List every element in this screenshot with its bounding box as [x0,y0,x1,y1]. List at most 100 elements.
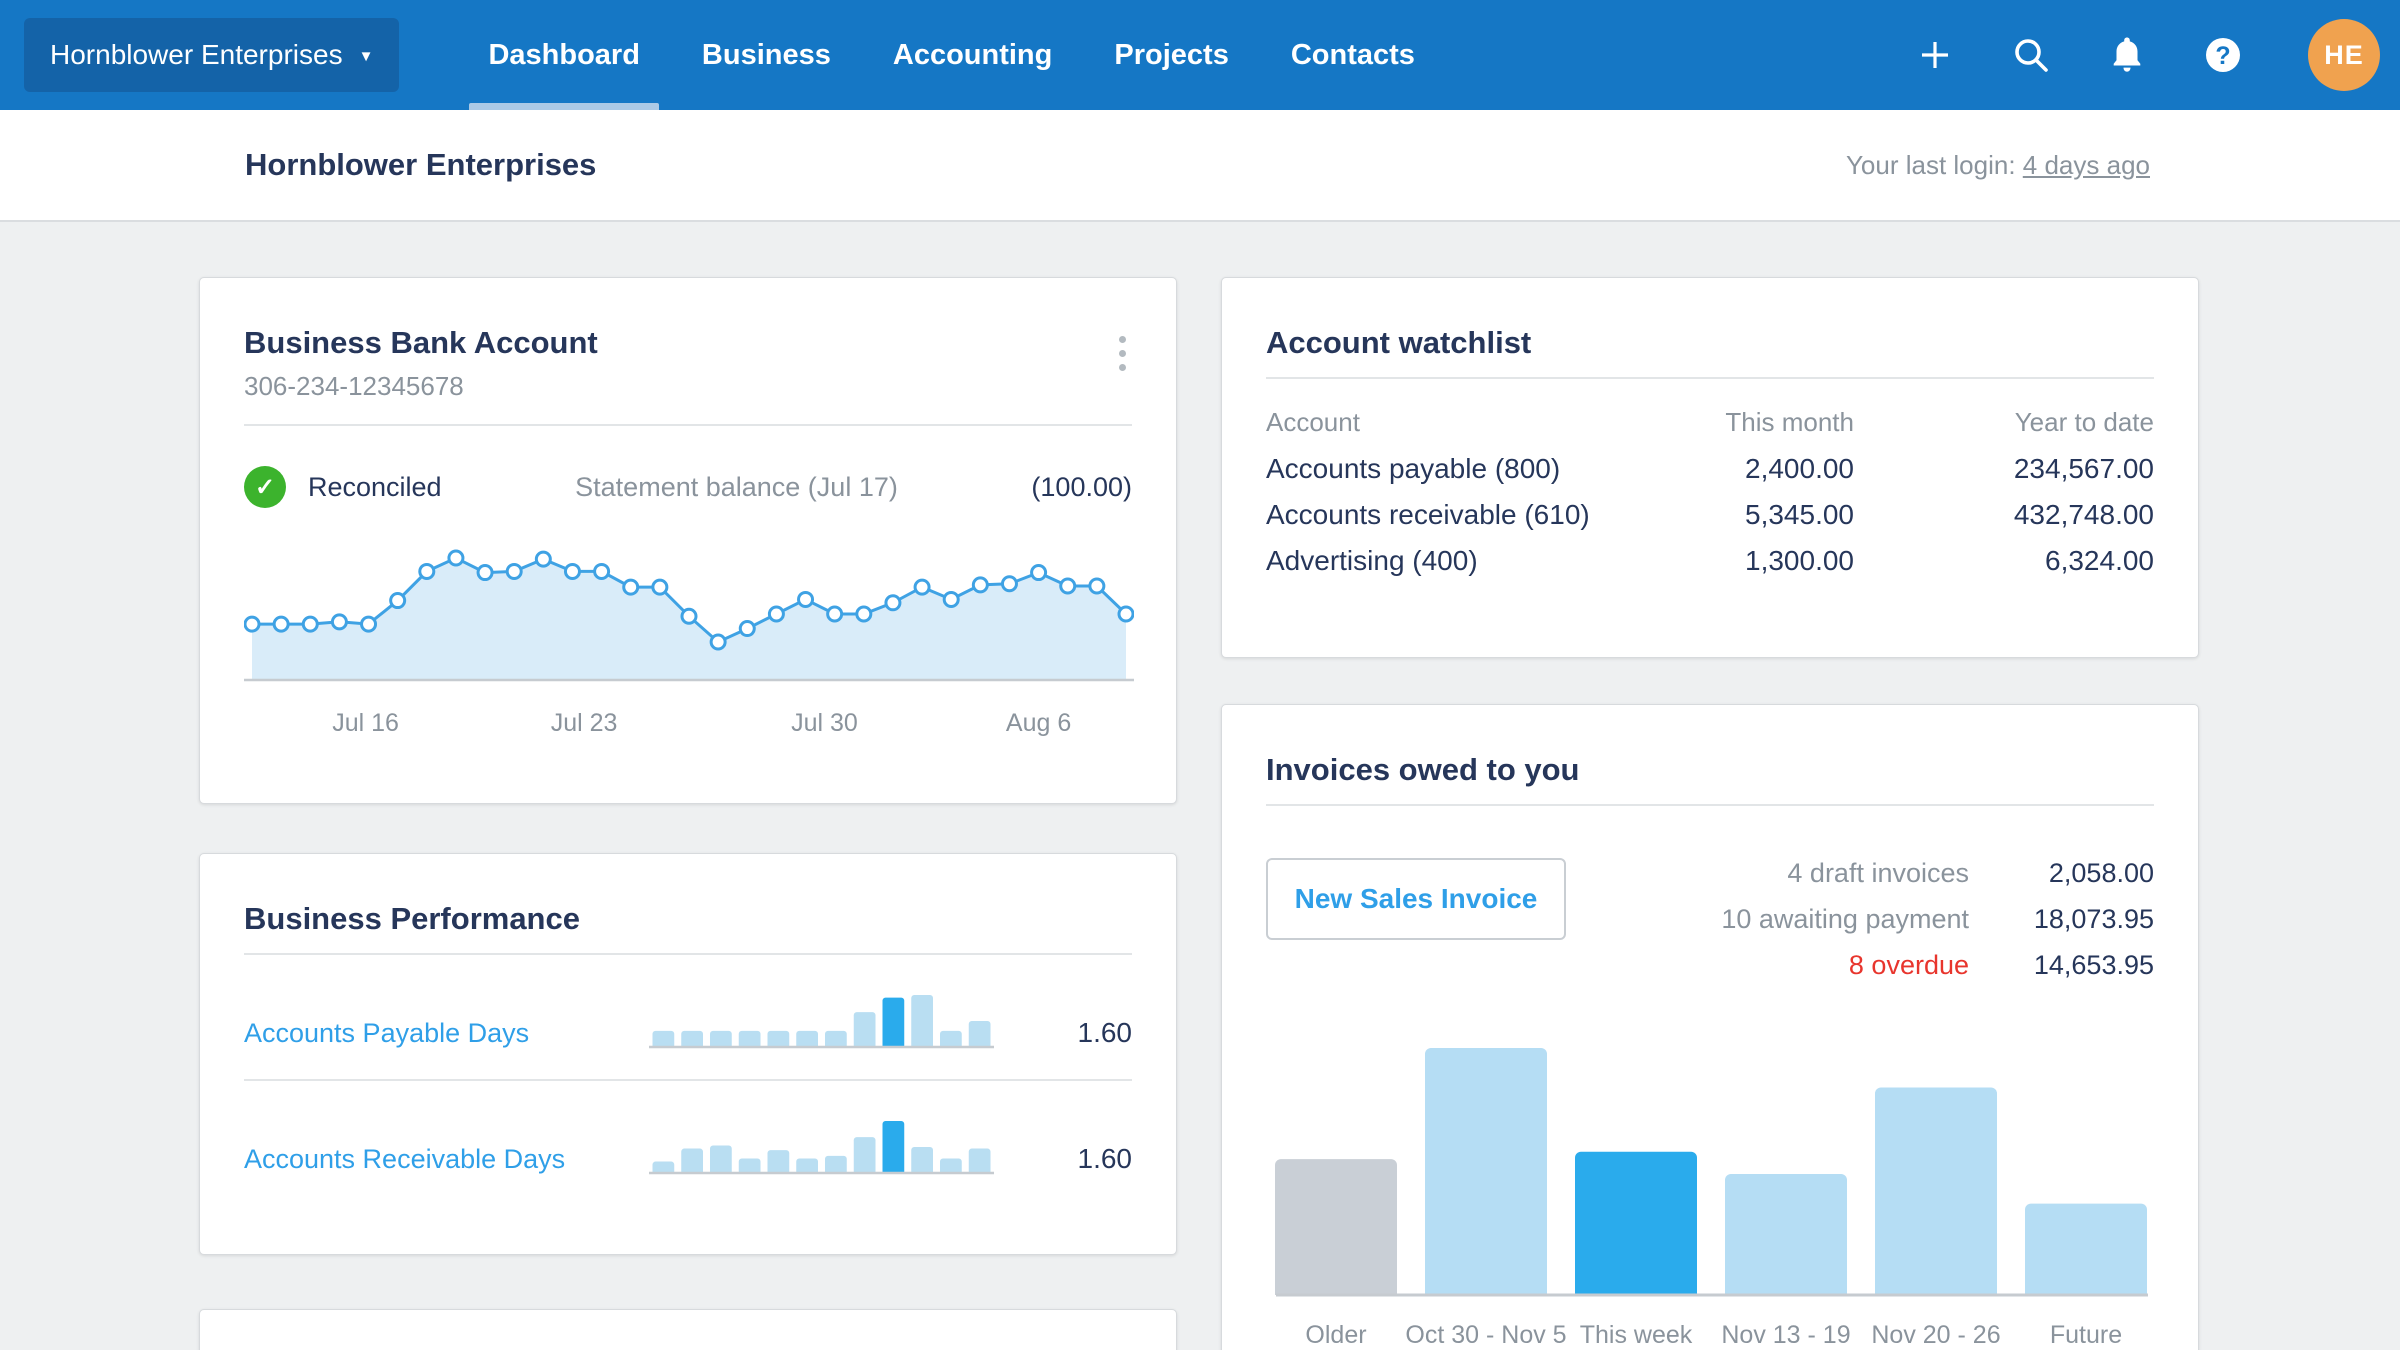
svg-text:?: ? [2215,42,2230,70]
new-sales-invoice-button[interactable]: New Sales Invoice [1266,858,1566,940]
invoices-summary: New Sales Invoice 4 draft invoices 2,058… [1266,858,2154,981]
accounts-receivable-days-value: 1.60 [1077,1143,1133,1174]
bank-account-number: 306-234-12345678 [244,371,464,401]
divider [1266,804,2154,806]
chart-bar [2025,1203,2147,1303]
table-row: Accounts receivable (610) 5,345.00 432,7… [1266,492,2154,538]
chart-point [244,615,261,633]
avatar-initials: HE [2324,39,2364,70]
invoices-bar-chart: Older Oct 30 - Nov 5 This week Nov 13 - 19 N… [1266,1048,2158,1349]
chart-point [884,594,902,612]
chart-point [360,615,378,633]
top-navigation: Hornblower Enterprises ▼ Dashboard Busin… [0,0,2400,110]
sparkline-bar [853,1012,876,1053]
axis-tick-label: Aug 6 [1006,709,1071,737]
accounts-payable-sparkline [649,995,994,1055]
help-button[interactable]: ? [2200,32,2246,78]
primary-nav: Dashboard Business Accounting Projects C… [457,0,1445,110]
chart-point [651,578,669,596]
table-row: Advertising (400) 1,300.00 6,324.00 [1266,538,2154,584]
chart-point [797,590,815,608]
chart-point [1000,575,1018,593]
tab-contacts-label: Contacts [1290,38,1415,71]
accounts-payable-days-link[interactable]: Accounts Payable Days [244,1018,530,1048]
performance-row: Accounts Receivable Days 1.60 [244,1081,1132,1205]
bank-balance-chart: Jul 16 Jul 23 Jul 30 Aug 6 [244,549,1134,737]
bar-label: Nov 13 - 19 [1721,1321,1850,1349]
watchlist-card-title: Account watchlist [1266,325,1532,360]
account-watchlist-card: Account watchlist Account This month Yea… [1221,277,2199,658]
bank-card-header: Business Bank Account 306-234-12345678 [244,278,1132,402]
tab-accounting-label: Accounting [892,38,1053,71]
tab-projects[interactable]: Projects [1083,0,1259,110]
chart-point [622,578,640,596]
chart-point [767,605,785,623]
sparkline-bar [911,1147,933,1179]
divider [244,953,1132,955]
account-name: Advertising (400) [1266,545,1478,576]
awaiting-payment-value: 18,073.95 [2033,904,2154,934]
performance-card-title: Business Performance [244,901,580,936]
bar-label: This week [1580,1321,1693,1349]
chart-point [563,562,581,580]
sparkline-bar [882,997,905,1053]
chart-point [447,549,465,567]
chart-bar [1425,1048,1547,1303]
year-to-date-value: 234,567.00 [2013,453,2154,484]
user-avatar[interactable]: HE [2308,19,2380,91]
account-name: Accounts payable (800) [1266,453,1561,484]
chart-point [389,592,407,610]
chart-bar [1725,1173,1847,1303]
tab-projects-label: Projects [1114,38,1229,71]
overdue-label[interactable]: 8 overdue [1848,950,1969,980]
chart-mask [649,1173,994,1181]
last-login-label: Your last login: [1845,149,2023,180]
tab-dashboard[interactable]: Dashboard [457,0,670,110]
chart-mask [649,1047,994,1055]
dashboard-content: Business Bank Account 306-234-12345678 ✓… [0,222,2400,1350]
watchlist-header-row: Account This month Year to date [1266,407,2154,446]
draft-invoices-stat: 4 draft invoices 2,058.00 [1721,858,2154,889]
tab-business[interactable]: Business [671,0,862,110]
search-button[interactable] [2008,32,2054,78]
bar-label: Nov 20 - 26 [1871,1321,2000,1349]
notifications-button[interactable] [2104,32,2150,78]
chart-point [738,620,756,638]
nav-actions: ? HE [1912,19,2380,91]
bell-icon [2113,37,2141,72]
this-month-value: 2,400.00 [1745,453,1854,484]
this-month-value: 1,300.00 [1745,545,1854,576]
org-switcher-label: Hornblower Enterprises [50,39,343,70]
left-column: Business Bank Account 306-234-12345678 ✓… [199,277,1177,1350]
check-icon: ✓ [244,466,286,508]
statement-balance-value: (100.00) [1031,471,1132,502]
draft-invoices-label[interactable]: 4 draft invoices [1787,858,1969,888]
last-login-link[interactable]: 4 days ago [2022,149,2150,180]
create-new-button[interactable] [1912,32,1958,78]
chart-point [301,615,319,633]
year-to-date-value: 432,748.00 [2013,499,2154,530]
statement-balance-label: Statement balance (Jul 17) [575,471,898,502]
kebab-menu-icon[interactable] [1113,330,1132,377]
tab-contacts[interactable]: Contacts [1260,0,1446,110]
org-switcher-button[interactable]: Hornblower Enterprises ▼ [24,18,400,92]
chart-point [505,562,523,580]
accounts-receivable-sparkline [649,1121,994,1181]
awaiting-payment-label[interactable]: 10 awaiting payment [1721,904,1969,934]
account-name: Accounts receivable (610) [1266,499,1590,530]
chart-point [709,633,727,651]
plus-icon [1922,42,1948,68]
tab-accounting[interactable]: Accounting [862,0,1084,110]
performance-row: Accounts Payable Days 1.60 [244,955,1132,1079]
chart-point [971,576,989,594]
reconciled-label: Reconciled [308,471,442,502]
axis-tick-label: Jul 23 [551,709,618,737]
year-to-date-value: 6,324.00 [2045,545,2154,576]
chart-point [330,613,348,631]
chart-point [1059,577,1077,595]
chart-point [1088,577,1106,595]
accounts-receivable-days-link[interactable]: Accounts Receivable Days [244,1144,566,1174]
page-header: Hornblower Enterprises Your last login: … [0,110,2400,222]
table-row: Accounts payable (800) 2,400.00 234,567.… [1266,446,2154,492]
active-tab-indicator [469,103,659,110]
